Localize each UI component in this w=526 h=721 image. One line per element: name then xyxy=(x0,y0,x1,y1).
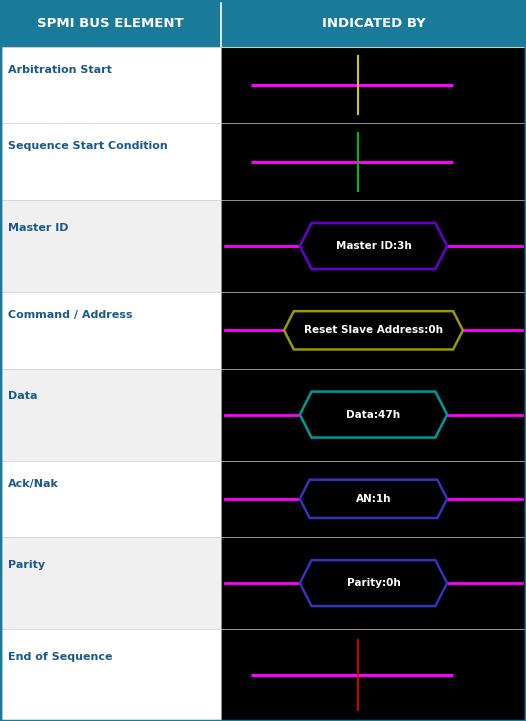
Text: AN:1h: AN:1h xyxy=(356,494,391,504)
Text: Arbitration Start: Arbitration Start xyxy=(8,65,112,75)
Polygon shape xyxy=(300,479,447,518)
Text: Command / Address: Command / Address xyxy=(8,310,133,320)
Text: Parity:0h: Parity:0h xyxy=(347,578,400,588)
Bar xyxy=(0,123,221,200)
Text: Parity: Parity xyxy=(8,559,45,570)
Text: INDICATED BY: INDICATED BY xyxy=(321,17,426,30)
Bar xyxy=(0,47,221,123)
Polygon shape xyxy=(284,311,463,350)
Bar xyxy=(221,461,526,537)
Polygon shape xyxy=(300,560,447,606)
Text: Data: Data xyxy=(8,392,37,401)
Polygon shape xyxy=(300,223,447,269)
Bar xyxy=(221,537,526,629)
Bar xyxy=(221,123,526,200)
Bar xyxy=(0,292,221,368)
Text: SPMI BUS ELEMENT: SPMI BUS ELEMENT xyxy=(37,17,184,30)
Text: Ack/Nak: Ack/Nak xyxy=(8,479,59,489)
Bar xyxy=(0,200,221,292)
Text: Data:47h: Data:47h xyxy=(347,410,400,420)
Bar xyxy=(221,47,526,123)
Text: Sequence Start Condition: Sequence Start Condition xyxy=(8,141,168,151)
Bar xyxy=(221,629,526,721)
Bar xyxy=(221,292,526,368)
Bar xyxy=(0,0,526,47)
Text: Master ID:3h: Master ID:3h xyxy=(336,241,411,251)
Bar xyxy=(0,368,221,461)
Bar xyxy=(0,537,221,629)
Bar xyxy=(221,200,526,292)
Text: Master ID: Master ID xyxy=(8,223,68,233)
Bar xyxy=(0,629,221,721)
Text: End of Sequence: End of Sequence xyxy=(8,652,113,662)
Polygon shape xyxy=(300,392,447,438)
Bar xyxy=(221,368,526,461)
Text: Reset Slave Address:0h: Reset Slave Address:0h xyxy=(304,325,443,335)
Bar xyxy=(0,461,221,537)
